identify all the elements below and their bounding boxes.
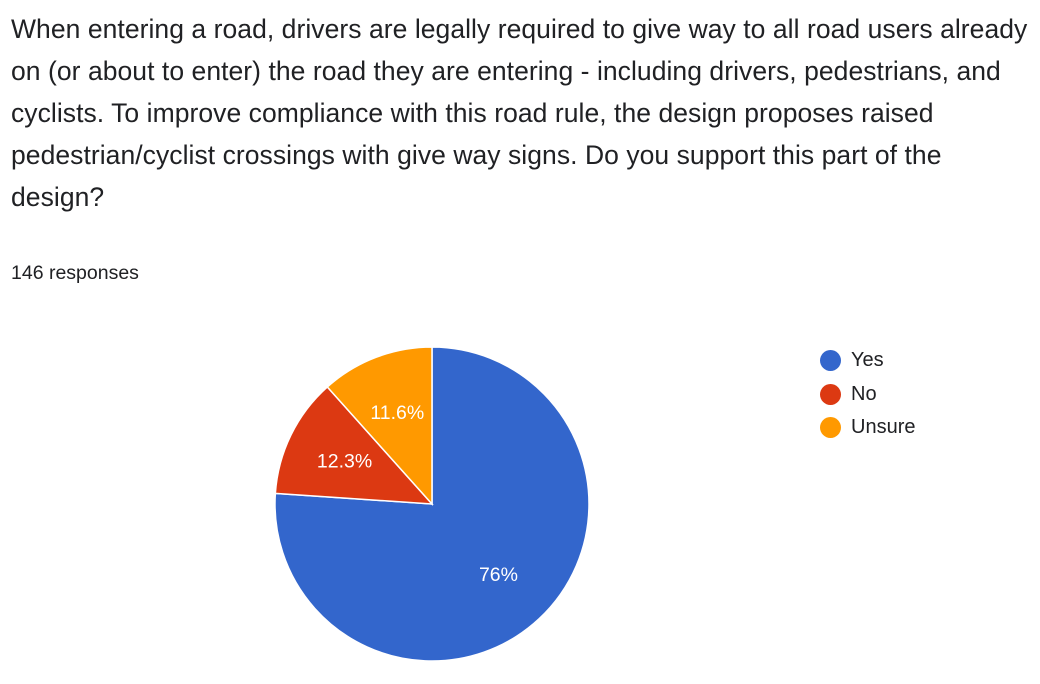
legend-item-yes[interactable]: Yes xyxy=(820,344,915,378)
response-count: 146 responses xyxy=(11,262,139,284)
pie-slices xyxy=(274,346,590,662)
pie-slice-label-yes: 76% xyxy=(479,564,518,586)
question-text: When entering a road, drivers are legall… xyxy=(11,14,1028,212)
legend-swatch-yes xyxy=(820,350,841,372)
legend-label-unsure: Unsure xyxy=(851,416,916,439)
pie-slice-no[interactable] xyxy=(274,385,434,505)
legend-item-no[interactable]: No xyxy=(820,378,915,412)
pie-slice-unsure[interactable] xyxy=(326,346,433,506)
legend-item-unsure[interactable]: Unsure xyxy=(820,411,915,445)
legend-swatch-unsure xyxy=(820,417,841,439)
pie-slice-label-no: 12.3% xyxy=(317,450,372,472)
legend-label-yes: Yes xyxy=(851,349,884,372)
legend-label-no: No xyxy=(851,382,877,405)
pie-slice-labels: 76% 12.3% 11.6% xyxy=(317,402,518,586)
pie-slice-yes[interactable] xyxy=(274,346,590,662)
chart-legend: Yes No Unsure xyxy=(820,344,915,445)
legend-swatch-no xyxy=(820,383,841,405)
pie-slice-label-unsure: 11.6% xyxy=(370,402,424,424)
